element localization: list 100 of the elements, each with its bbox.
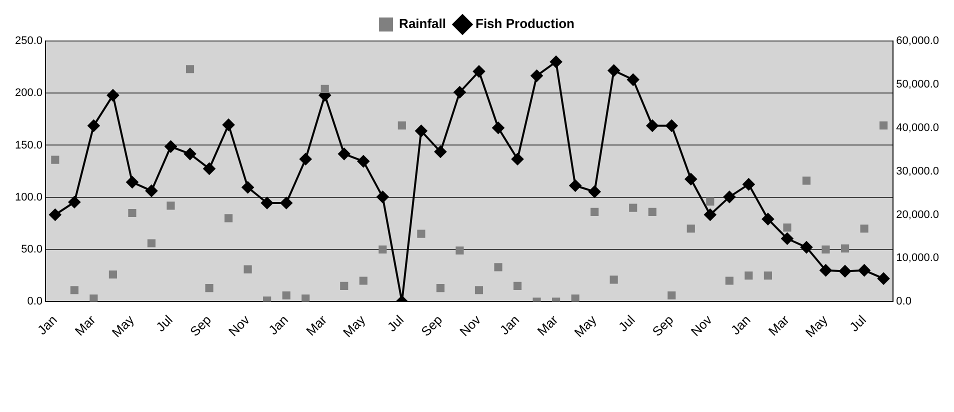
point [340, 282, 348, 290]
point [686, 224, 695, 233]
point [610, 276, 618, 284]
y2-tick-label: 50,000.0 [896, 78, 940, 90]
point [145, 184, 158, 197]
point [434, 146, 446, 158]
y2-tick-label: 30,000.0 [896, 165, 940, 178]
point [822, 245, 830, 254]
point [802, 176, 811, 185]
point [627, 74, 640, 86]
x-tick-label: Jan [266, 312, 291, 338]
point [472, 65, 485, 78]
x-tick-label: Mar [72, 312, 99, 339]
x-tick-label: Mar [303, 312, 330, 339]
point [164, 140, 177, 153]
point [666, 120, 678, 132]
x-tick-label: May [108, 312, 138, 340]
point [302, 294, 310, 302]
point [706, 197, 714, 206]
x-tick-label: Jan [728, 312, 754, 338]
point [49, 208, 62, 221]
point [417, 230, 426, 238]
point [588, 186, 601, 198]
point [186, 65, 194, 74]
point [456, 246, 464, 255]
point [494, 263, 502, 272]
point [242, 181, 254, 194]
point [128, 208, 136, 218]
x-tick-label: May [802, 312, 831, 340]
point [300, 153, 312, 166]
point [880, 121, 888, 130]
x-tick-label: Mar [534, 312, 562, 339]
point [147, 239, 156, 248]
point [244, 265, 252, 274]
point [436, 284, 444, 292]
point [68, 196, 80, 208]
point [166, 202, 175, 210]
y-tick-label: 0.0 [27, 296, 43, 308]
y-tick-label: 200.0 [14, 87, 43, 100]
x-tick-label: Jan [496, 312, 522, 338]
y2-tick-label: 20,000.0 [896, 208, 940, 221]
point [184, 148, 196, 160]
point [781, 232, 794, 245]
x-tick-label: Jul [846, 312, 870, 335]
point [800, 241, 812, 254]
point [261, 197, 274, 210]
point [474, 286, 484, 294]
point [88, 120, 100, 132]
point [704, 208, 716, 221]
point [357, 155, 370, 168]
point [338, 148, 350, 160]
point [70, 286, 78, 294]
point [280, 197, 292, 210]
x-tick-label: Jul [153, 312, 176, 335]
point [571, 294, 580, 302]
point [839, 265, 852, 278]
point [415, 124, 428, 137]
point [569, 180, 582, 192]
point [820, 264, 832, 276]
point [550, 56, 562, 68]
y-tick-label: 250.0 [14, 35, 43, 48]
x-tick-label: Jul [384, 312, 407, 335]
x-tick-label: Nov [688, 312, 716, 340]
point [224, 214, 233, 222]
y2-tick-label: 0.0 [896, 296, 912, 308]
point [608, 64, 620, 77]
legend-label: Fish Production [476, 16, 575, 32]
point [378, 245, 387, 254]
point [764, 272, 772, 280]
point [222, 118, 235, 131]
y-tick-label: 150.0 [14, 139, 43, 152]
point [454, 86, 466, 98]
point [90, 294, 98, 302]
point [744, 272, 753, 280]
point [742, 178, 755, 190]
point [783, 224, 792, 232]
point [126, 176, 138, 188]
point [629, 204, 638, 212]
point [205, 284, 214, 292]
x-tick-label: Nov [456, 312, 484, 340]
x-tick-label: Nov [226, 312, 253, 340]
point [646, 120, 658, 132]
y-tick-label: 100.0 [14, 191, 43, 204]
point [723, 190, 736, 203]
x-tick-label: May [571, 312, 600, 340]
x-tick-label: Mar [765, 312, 792, 339]
point [51, 156, 60, 164]
point [282, 291, 290, 300]
point [878, 272, 890, 285]
point [398, 121, 406, 130]
point [513, 282, 522, 290]
point [684, 173, 697, 186]
point [492, 122, 504, 134]
y2-tick-label: 10,000.0 [896, 252, 940, 264]
x-tick-label: Sep [649, 312, 676, 340]
point [320, 84, 329, 93]
x-tick-label: Sep [418, 312, 446, 340]
x-tick-label: Jul [615, 312, 638, 335]
point [590, 208, 599, 216]
y-tick-label: 50.0 [21, 244, 43, 256]
